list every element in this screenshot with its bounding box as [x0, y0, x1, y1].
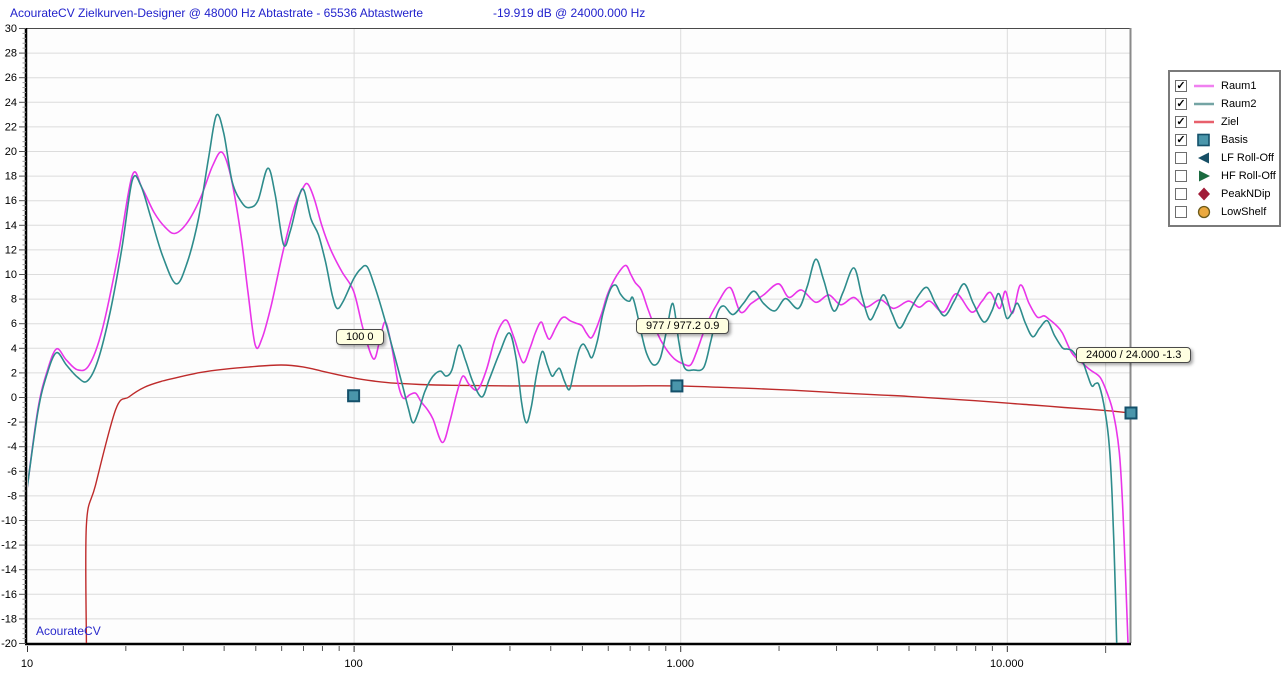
legend-item-hf-roll-off[interactable]: HF Roll-Off — [1175, 167, 1276, 185]
plot-background[interactable] — [27, 28, 1131, 643]
y-tick-label: 10 — [5, 269, 17, 281]
legend-label: LowShelf — [1221, 206, 1267, 218]
y-tick-label: 26 — [5, 72, 17, 84]
legend-item-ziel[interactable]: ✓ Ziel — [1175, 113, 1275, 131]
x-tick-label: 1.000 — [666, 658, 694, 670]
y-tick-label: -12 — [1, 540, 17, 552]
plot-frame — [24, 28, 1132, 646]
legend-item-lowshelf[interactable]: LowShelf — [1175, 203, 1275, 221]
legend-label: LF Roll-Off — [1221, 152, 1274, 164]
y-tick-label: 18 — [5, 171, 17, 183]
y-tick-label: -16 — [1, 589, 17, 601]
curve-ziel — [85, 364, 1130, 643]
y-axis: 302826242220181614121086420-2-4-6-8-10-1… — [1, 23, 26, 650]
legend-checkbox-5[interactable] — [1175, 170, 1187, 182]
legend-item-raum2[interactable]: ✓ Raum2 — [1175, 95, 1275, 113]
chart-title: AcourateCV Zielkurven-Designer @ 48000 H… — [10, 6, 424, 20]
line-swatch-icon — [1194, 84, 1214, 88]
y-tick-label: 24 — [5, 97, 17, 109]
y-tick-label: 8 — [11, 294, 17, 306]
basis-marker[interactable] — [347, 389, 361, 403]
tri-right-swatch-icon — [1199, 170, 1210, 182]
y-tick-label: 6 — [11, 318, 17, 330]
x-tick-label: 100 — [344, 658, 362, 670]
y-tick-label: -2 — [7, 417, 17, 429]
x-axis: 10 100 1.000 10.000 — [21, 646, 1107, 670]
square-swatch-icon — [1197, 133, 1210, 147]
y-tick-label: -6 — [7, 466, 17, 478]
legend-item-lf-roll-off[interactable]: LF Roll-Off — [1175, 149, 1275, 167]
legend-checkbox-3[interactable]: ✓ — [1175, 134, 1187, 146]
legend-checkbox-2[interactable]: ✓ — [1175, 116, 1187, 128]
y-tick-label: -8 — [7, 490, 17, 502]
y-tick-label: 14 — [5, 220, 17, 232]
y-tick-label: -10 — [1, 515, 17, 527]
basis-marker[interactable] — [1124, 406, 1138, 420]
basis-marker[interactable] — [670, 379, 684, 393]
legend-checkbox-7[interactable] — [1175, 206, 1187, 218]
y-tick-label: 20 — [5, 146, 17, 158]
legend-checkbox-1[interactable]: ✓ — [1175, 98, 1187, 110]
legend-checkbox-0[interactable]: ✓ — [1175, 80, 1187, 92]
y-tick-label: -18 — [1, 613, 17, 625]
y-tick-label: 4 — [11, 343, 17, 355]
y-tick-label: 22 — [5, 121, 17, 133]
y-tick-label: -20 — [1, 638, 17, 650]
legend-checkbox-4[interactable] — [1175, 152, 1187, 164]
y-tick-label: -4 — [7, 441, 17, 453]
gridlines — [27, 28, 1131, 643]
cursor-db-readout: -19.919 dB @ 24000.000 Hz — [493, 6, 646, 20]
marker-tooltip: 24000 / 24.000 -1.3 — [1076, 347, 1192, 363]
curve-raum1 — [28, 151, 1129, 643]
y-tick-label: 2 — [11, 367, 17, 379]
diamond-swatch-icon — [1198, 187, 1210, 201]
y-tick-label: 16 — [5, 195, 17, 207]
line-swatch-icon — [1194, 120, 1214, 124]
x-tick-label: 10.000 — [990, 658, 1024, 670]
marker-tooltip: 100 0 — [336, 329, 384, 345]
y-tick-label: 12 — [5, 244, 17, 256]
acourate-watermark: AcourateCV — [36, 624, 101, 638]
basis-markers — [347, 379, 1138, 420]
y-tick-label: 28 — [5, 48, 17, 60]
legend-label: Raum1 — [1221, 80, 1257, 92]
legend-checkbox-6[interactable] — [1175, 188, 1187, 200]
tri-left-swatch-icon — [1198, 152, 1209, 164]
y-tick-label: -14 — [1, 564, 17, 576]
legend-label: Ziel — [1221, 116, 1239, 128]
legend-label: HF Roll-Off — [1221, 170, 1276, 182]
y-tick-label: 30 — [5, 23, 17, 35]
y-tick-label: 0 — [11, 392, 17, 404]
legend-item-basis[interactable]: ✓ Basis — [1175, 131, 1275, 149]
x-tick-label: 10 — [21, 658, 33, 670]
line-swatch-icon — [1194, 102, 1214, 106]
legend-item-peakndip[interactable]: PeakNDip — [1175, 185, 1275, 203]
curve-legend: ✓ Raum1 ✓ Raum2 ✓ Ziel ✓ Basis LF Roll-Off HF Rol… — [1168, 70, 1281, 227]
series-curves — [28, 113, 1130, 643]
legend-label: PeakNDip — [1221, 188, 1271, 200]
legend-label: Basis — [1221, 134, 1248, 146]
legend-label: Raum2 — [1221, 98, 1257, 110]
circle-swatch-icon — [1197, 205, 1211, 219]
curve-raum2 — [28, 113, 1118, 643]
legend-item-raum1[interactable]: ✓ Raum1 — [1175, 77, 1275, 95]
marker-tooltip: 977 / 977.2 0.9 — [636, 318, 730, 334]
